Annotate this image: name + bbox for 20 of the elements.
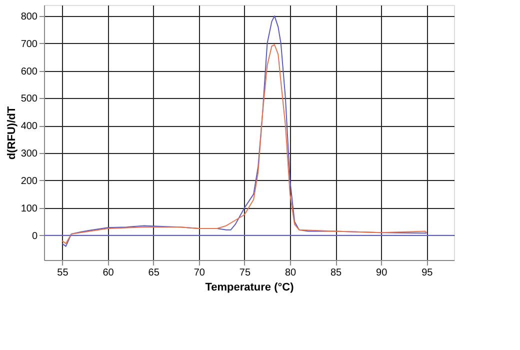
y-tick-label: 300 (20, 148, 38, 160)
x-tick-label: 95 (422, 268, 434, 278)
x-tick-label: 80 (284, 268, 296, 278)
y-tick-label: 700 (20, 38, 38, 50)
y-tick-label: 500 (20, 94, 38, 105)
y-axis-title: d(RFU)/dT (6, 106, 18, 160)
x-tick-label: 60 (102, 268, 114, 278)
y-tick-label: 0 (32, 230, 38, 242)
y-tick-label: 400 (20, 121, 38, 132)
x-tick-label: 70 (194, 268, 206, 278)
x-tick-label: 65 (148, 268, 160, 278)
y-tick-label: 100 (20, 203, 38, 214)
y-tick-label: 600 (20, 66, 38, 78)
x-tick-label: 85 (330, 268, 342, 278)
y-tick-label: 800 (20, 11, 38, 22)
x-tick-label: 55 (57, 268, 69, 278)
x-tick-label: 90 (376, 268, 388, 278)
y-tick-label: 200 (20, 176, 38, 187)
x-axis-title: Temperature (°C) (205, 282, 294, 294)
x-tick-label: 75 (239, 268, 251, 278)
